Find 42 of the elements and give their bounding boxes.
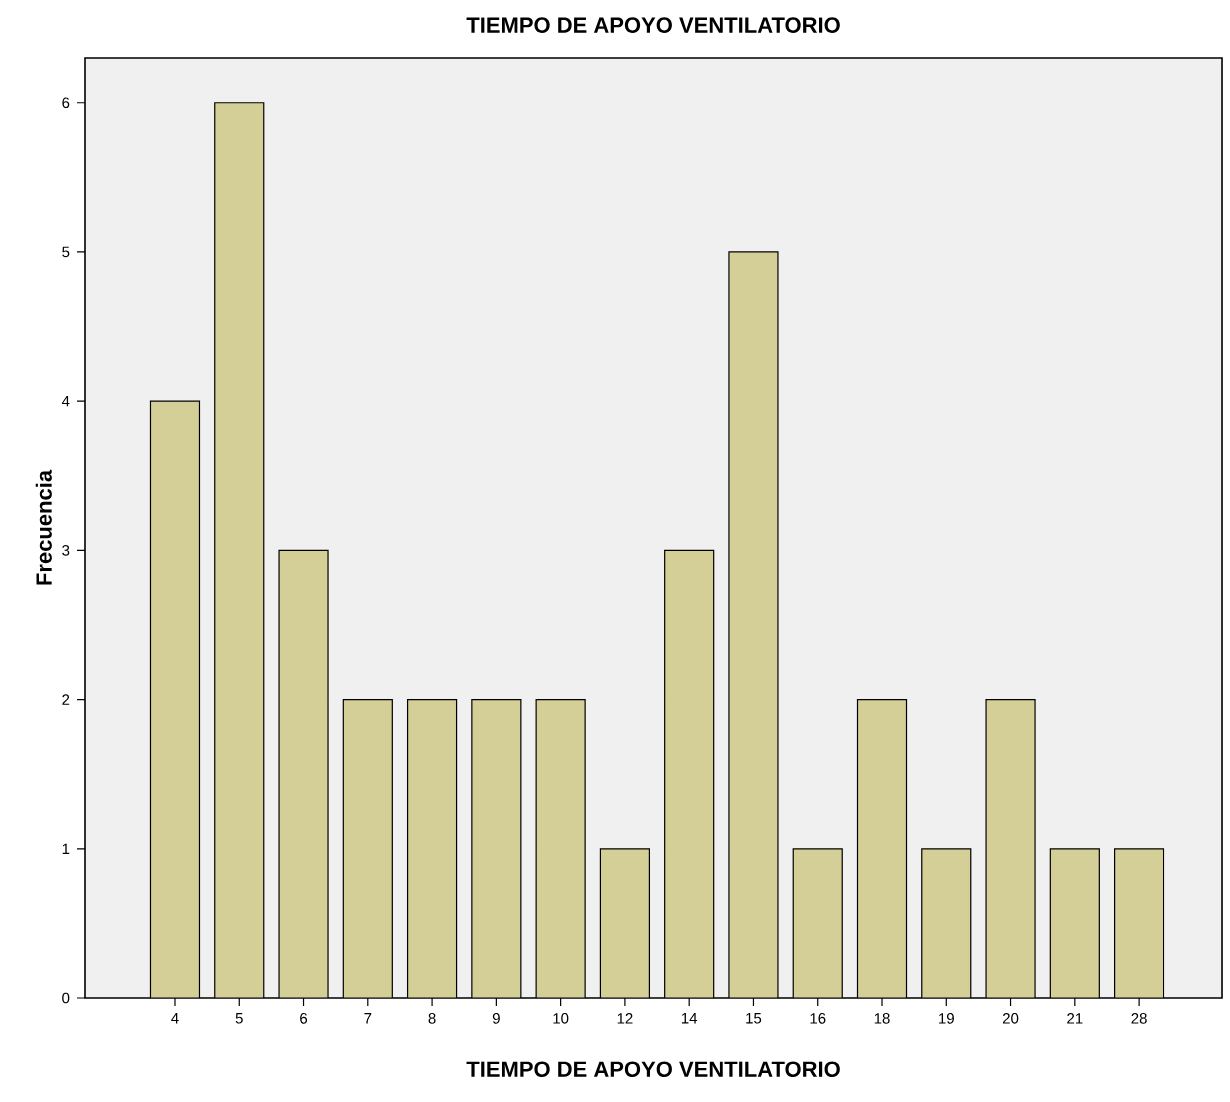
x-tick-label: 16 <box>810 1013 826 1024</box>
y-tick-label: 3 <box>62 545 70 556</box>
bar <box>600 848 650 998</box>
x-tick-label: 14 <box>681 1013 698 1024</box>
x-tick-label: 28 <box>1131 1013 1147 1024</box>
bar <box>857 699 907 998</box>
y-tick-label: 5 <box>62 246 70 258</box>
bar <box>343 699 393 998</box>
x-tick-label: 18 <box>874 1013 890 1024</box>
x-tick-label: 4 <box>171 1013 179 1024</box>
bar <box>279 550 329 998</box>
x-tick-label: 9 <box>492 1013 500 1024</box>
bar <box>986 699 1036 998</box>
x-tick-label: 8 <box>428 1013 436 1024</box>
x-tick-label: 7 <box>364 1013 372 1024</box>
x-tick-label: 10 <box>553 1013 569 1024</box>
x-axis-title: TIEMPO DE APOYO VENTILATORIO <box>466 1061 840 1077</box>
x-tick-label: 20 <box>1002 1013 1019 1024</box>
bar <box>407 699 457 998</box>
y-tick-label: 2 <box>62 694 70 705</box>
x-tick-label: 12 <box>617 1013 633 1024</box>
bar <box>536 699 586 998</box>
y-tick-label: 4 <box>61 396 70 407</box>
y-tick-label: 0 <box>62 992 70 1004</box>
y-tick-label: 1 <box>62 843 70 854</box>
bar <box>793 848 843 998</box>
chart-title: TIEMPO DE APOYO VENTILATORIO <box>466 17 840 33</box>
bar <box>214 102 264 998</box>
x-tick-label: 21 <box>1067 1013 1083 1024</box>
x-tick-label: 19 <box>939 1013 954 1024</box>
x-tick-label: 5 <box>235 1013 243 1024</box>
bar <box>471 699 521 998</box>
y-axis-title: Frecuencia <box>35 469 52 585</box>
y-tick-label: 6 <box>62 97 70 109</box>
x-tick-label: 6 <box>300 1013 308 1024</box>
x-tick-label: 15 <box>746 1013 762 1024</box>
bar <box>728 251 778 998</box>
bar <box>150 401 200 998</box>
bar <box>921 848 971 998</box>
bar <box>1114 848 1165 998</box>
bar <box>664 550 714 998</box>
bar <box>1050 848 1100 998</box>
